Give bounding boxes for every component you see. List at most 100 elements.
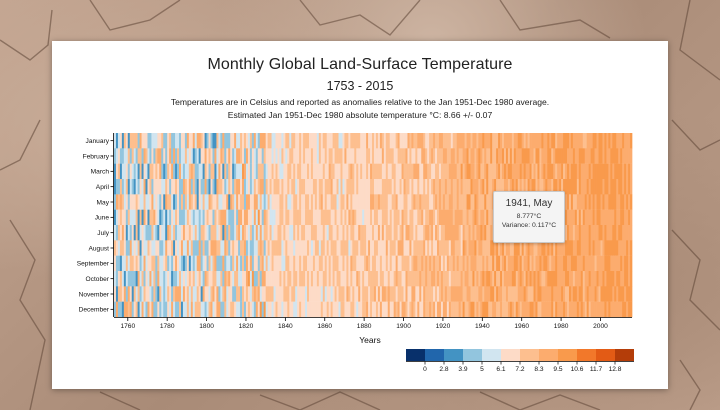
heatmap-cell[interactable] — [271, 133, 274, 149]
heatmap-cell[interactable] — [452, 240, 456, 256]
heatmap-cell[interactable] — [287, 179, 290, 195]
heatmap-cell[interactable] — [245, 179, 249, 195]
heatmap-cell[interactable] — [312, 163, 316, 180]
heatmap-cell[interactable] — [200, 225, 203, 241]
heatmap-cell[interactable] — [624, 286, 627, 302]
heatmap-cell[interactable] — [123, 271, 127, 287]
heatmap-cell[interactable] — [247, 163, 251, 180]
heatmap-cell[interactable] — [472, 301, 475, 318]
heatmap-cell[interactable] — [608, 240, 611, 256]
heatmap-cell[interactable] — [232, 286, 235, 302]
heatmap-cell[interactable] — [169, 286, 172, 302]
heatmap-cell[interactable] — [135, 148, 138, 164]
heatmap-cell[interactable] — [263, 240, 267, 256]
heatmap-cell[interactable] — [543, 179, 546, 195]
heatmap-cell[interactable] — [523, 179, 526, 195]
heatmap-cell[interactable] — [147, 271, 150, 287]
heatmap-cell[interactable] — [179, 301, 182, 318]
heatmap-cell[interactable] — [179, 255, 182, 272]
heatmap-cell[interactable] — [561, 179, 564, 195]
heatmap-cell[interactable] — [216, 271, 219, 287]
heatmap-cell[interactable] — [606, 286, 609, 302]
heatmap-cell[interactable] — [505, 179, 509, 195]
heatmap-cell[interactable] — [440, 209, 444, 226]
heatmap-cell[interactable] — [251, 148, 255, 164]
heatmap-cell[interactable] — [604, 148, 607, 164]
heatmap-cell[interactable] — [245, 225, 249, 241]
heatmap-cell[interactable] — [452, 209, 456, 226]
heatmap-cell[interactable] — [362, 286, 365, 302]
heatmap-cell[interactable] — [383, 240, 387, 256]
heatmap-cell[interactable] — [310, 240, 314, 256]
heatmap-cell[interactable] — [157, 225, 160, 241]
heatmap-cell[interactable] — [383, 209, 387, 226]
heatmap-cell[interactable] — [413, 194, 416, 210]
heatmap-cell[interactable] — [478, 225, 481, 241]
heatmap-cell[interactable] — [592, 255, 595, 272]
heatmap-cell[interactable] — [486, 194, 489, 210]
heatmap-cell[interactable] — [222, 301, 225, 318]
heatmap-cell[interactable] — [411, 194, 414, 210]
heatmap-cell[interactable] — [596, 194, 599, 210]
heatmap-cell[interactable] — [303, 133, 306, 149]
heatmap-cell[interactable] — [468, 240, 471, 256]
heatmap-cell[interactable] — [438, 179, 442, 195]
heatmap-cell[interactable] — [427, 194, 430, 210]
heatmap-cell[interactable] — [444, 179, 448, 195]
heatmap-cell[interactable] — [476, 194, 479, 210]
heatmap-cell[interactable] — [379, 194, 383, 210]
heatmap-cell[interactable] — [419, 179, 422, 195]
heatmap-cell[interactable] — [519, 271, 523, 287]
heatmap-cell[interactable] — [190, 133, 194, 149]
heatmap-cell[interactable] — [214, 209, 217, 226]
heatmap-cell[interactable] — [417, 286, 420, 302]
heatmap-cell[interactable] — [117, 301, 121, 318]
heatmap-cell[interactable] — [275, 194, 278, 210]
heatmap-cell[interactable] — [413, 209, 416, 226]
heatmap-cell[interactable] — [387, 148, 391, 164]
heatmap-cell[interactable] — [277, 301, 280, 318]
heatmap-cell[interactable] — [310, 148, 314, 164]
heatmap-cell[interactable] — [561, 286, 564, 302]
heatmap-cell[interactable] — [624, 179, 627, 195]
heatmap-cell[interactable] — [608, 163, 611, 180]
heatmap-cell[interactable] — [293, 301, 296, 318]
heatmap-cell[interactable] — [372, 255, 375, 272]
heatmap-cell[interactable] — [114, 209, 117, 226]
heatmap-cell[interactable] — [226, 240, 229, 256]
heatmap-cell[interactable] — [582, 209, 586, 226]
heatmap-cell[interactable] — [175, 240, 178, 256]
heatmap-cell[interactable] — [411, 301, 414, 318]
heatmap-cell[interactable] — [464, 271, 467, 287]
heatmap-cell[interactable] — [596, 133, 599, 149]
heatmap-cell[interactable] — [147, 225, 150, 241]
heatmap-cell[interactable] — [155, 271, 158, 287]
heatmap-cell[interactable] — [545, 255, 548, 272]
heatmap-cell[interactable] — [590, 179, 593, 195]
heatmap-cell[interactable] — [117, 163, 121, 180]
heatmap-cell[interactable] — [535, 163, 538, 180]
heatmap-cell[interactable] — [576, 240, 580, 256]
heatmap-cell[interactable] — [255, 301, 259, 318]
heatmap-cell[interactable] — [114, 133, 117, 149]
heatmap-cell[interactable] — [582, 286, 586, 302]
heatmap-cell[interactable] — [466, 133, 469, 149]
heatmap-cell[interactable] — [293, 225, 296, 241]
heatmap-cell[interactable] — [297, 225, 300, 241]
heatmap-cell[interactable] — [533, 286, 536, 302]
heatmap-cell[interactable] — [125, 286, 129, 302]
heatmap-cell[interactable] — [574, 301, 578, 318]
heatmap-cell[interactable] — [553, 301, 556, 318]
heatmap-cell[interactable] — [614, 225, 617, 241]
heatmap-cell[interactable] — [184, 286, 188, 302]
heatmap-cell[interactable] — [373, 179, 377, 195]
heatmap-cell[interactable] — [188, 255, 192, 272]
heatmap-cell[interactable] — [444, 194, 448, 210]
heatmap-cell[interactable] — [216, 255, 219, 272]
heatmap-cell[interactable] — [385, 255, 389, 272]
heatmap-cell[interactable] — [143, 163, 146, 180]
heatmap-cell[interactable] — [594, 209, 597, 226]
heatmap-cell[interactable] — [340, 194, 343, 210]
heatmap-cell[interactable] — [200, 133, 203, 149]
heatmap-cell[interactable] — [446, 301, 450, 318]
